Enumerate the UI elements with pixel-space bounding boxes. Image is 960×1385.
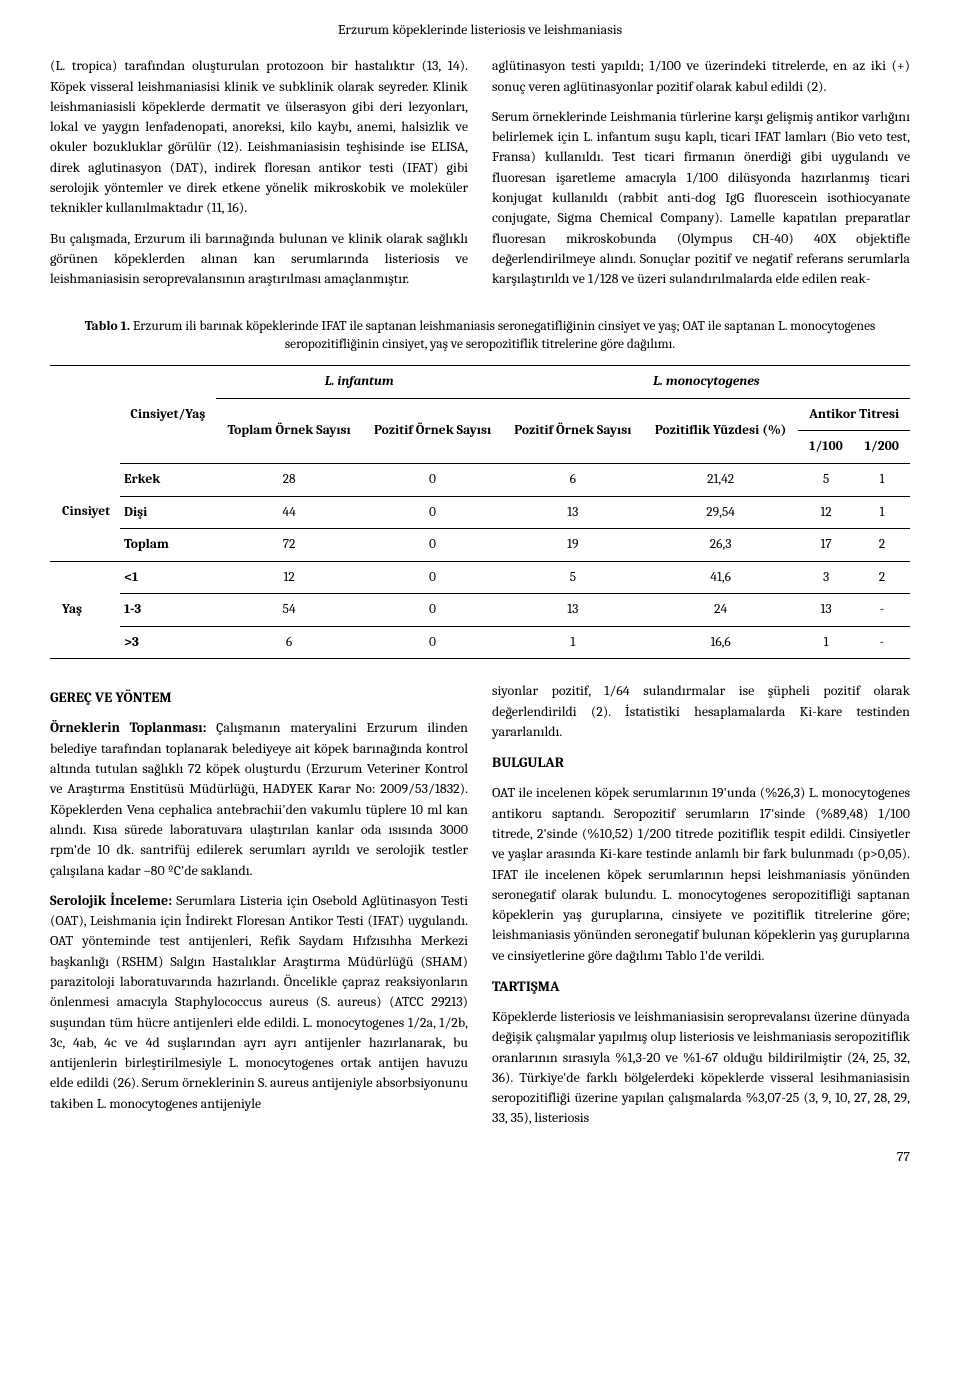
- th-pozitif-l: Pozitif Örnek Sayısı: [362, 398, 502, 463]
- table-cell: 28: [216, 464, 363, 497]
- table-cell: 1: [854, 496, 910, 529]
- table-cell: >3: [120, 626, 216, 659]
- table-caption: Tablo 1. Erzurum ili barınak köpeklerind…: [50, 318, 910, 356]
- table-cell: 0: [362, 464, 502, 497]
- upper-right-col: aglütinasyon testi yapıldı; 1/100 ve üze…: [492, 56, 910, 299]
- lower-left-p2: Serolojik İnceleme: Serumlara Listeria i…: [50, 891, 468, 1114]
- lower-right-p1: siyonlar pozitif, 1/64 sulandırmalar ise…: [492, 681, 910, 742]
- upper-right-p1: aglütinasyon testi yapıldı; 1/100 ve üze…: [492, 56, 910, 97]
- th-1-100: 1/100: [798, 431, 853, 464]
- upper-left-p1: (L. tropica) tarafından oluşturulan prot…: [50, 56, 468, 218]
- th-1-200: 1/200: [854, 431, 910, 464]
- table-cell: 19: [503, 529, 643, 562]
- table-cell: 13: [503, 496, 643, 529]
- table-row: Yaş<1120541,632: [50, 561, 910, 594]
- table-cell: 2: [854, 561, 910, 594]
- table-cell: <1: [120, 561, 216, 594]
- running-header: Erzurum köpeklerinde listeriosis ve leis…: [50, 20, 910, 40]
- th-toplam-ornek: Toplam Örnek Sayısı: [216, 398, 363, 463]
- upper-right-p2: Serum örneklerinde Leishmania türlerine …: [492, 107, 910, 290]
- table-cell: 21,42: [643, 464, 798, 497]
- table-row: 1-3540132413-: [50, 594, 910, 627]
- table-row: Toplam7201926,3172: [50, 529, 910, 562]
- table-cell: 29,54: [643, 496, 798, 529]
- lower-left-p1: Örneklerin Toplanması: Çalışmanın matery…: [50, 718, 468, 880]
- table-cell: 24: [643, 594, 798, 627]
- table-cell: 5: [798, 464, 853, 497]
- lower-right-p2: OAT ile incelenen köpek serumlarının 19'…: [492, 783, 910, 966]
- th-pozitiflik-yuzdesi: Pozitiflik Yüzdesi (%): [643, 398, 798, 463]
- lower-columns: GEREÇ VE YÖNTEM Örneklerin Toplanması: Ç…: [50, 681, 910, 1138]
- lower-left-p1-text: Çalışmanın materyalini Erzurum ilinden b…: [50, 719, 468, 878]
- table-cell: 12: [798, 496, 853, 529]
- th-l-infantum: L. infantum: [216, 366, 503, 399]
- table-cell: 54: [216, 594, 363, 627]
- section-bulgular: BULGULAR: [492, 752, 910, 773]
- table-cell: 17: [798, 529, 853, 562]
- table-cell: 26,3: [643, 529, 798, 562]
- th-cinsiyet-yas: Cinsiyet/Yaş: [120, 366, 216, 464]
- table-cell: 6: [216, 626, 363, 659]
- lower-right-col: siyonlar pozitif, 1/64 sulandırmalar ise…: [492, 681, 910, 1138]
- page-number: 77: [50, 1147, 910, 1167]
- label-serolojik-inceleme: Serolojik İnceleme:: [50, 892, 176, 909]
- upper-columns: (L. tropica) tarafından oluşturulan prot…: [50, 56, 910, 299]
- table-cell: Dişi: [120, 496, 216, 529]
- table-cell: 0: [362, 626, 502, 659]
- table-cell: -: [854, 594, 910, 627]
- table-cell: 5: [503, 561, 643, 594]
- section-gerec-yontem: GEREÇ VE YÖNTEM: [50, 687, 468, 708]
- th-l-monocytogenes: L. monocytogenes: [503, 366, 910, 399]
- table-cell: 44: [216, 496, 363, 529]
- table-cell: 13: [503, 594, 643, 627]
- table-cell: 1: [503, 626, 643, 659]
- th-pozitif-r: Pozitif Örnek Sayısı: [503, 398, 643, 463]
- table-row: >360116,61-: [50, 626, 910, 659]
- upper-left-p2: Bu çalışmada, Erzurum ili barınağında bu…: [50, 229, 468, 290]
- table-cell: 72: [216, 529, 363, 562]
- data-table: Cinsiyet/Yaş L. infantum L. monocytogene…: [50, 365, 910, 659]
- table-cell: 1: [798, 626, 853, 659]
- table-cell: 3: [798, 561, 853, 594]
- table-cell: 0: [362, 561, 502, 594]
- table-cell: 16,6: [643, 626, 798, 659]
- lower-right-p3: Köpeklerde listeriosis ve leishmaniasisi…: [492, 1007, 910, 1129]
- lower-left-p2-text: Serumlara Listeria için Osebold Aglütina…: [50, 892, 468, 1112]
- table-cell: 1-3: [120, 594, 216, 627]
- row-group-label: Cinsiyet: [50, 464, 120, 562]
- table-cell: 1: [854, 464, 910, 497]
- lower-left-col: GEREÇ VE YÖNTEM Örneklerin Toplanması: Ç…: [50, 681, 468, 1138]
- table-cell: 41,6: [643, 561, 798, 594]
- row-group-label: Yaş: [50, 561, 120, 659]
- label-orneklerin-toplanmasi: Örneklerin Toplanması:: [50, 719, 216, 736]
- table-cell: 12: [216, 561, 363, 594]
- table-head: Cinsiyet/Yaş L. infantum L. monocytogene…: [50, 366, 910, 464]
- table-body: CinsiyetErkek280621,4251Dişi4401329,5412…: [50, 464, 910, 659]
- table-row: CinsiyetErkek280621,4251: [50, 464, 910, 497]
- table-cell: 0: [362, 529, 502, 562]
- table-cell: 13: [798, 594, 853, 627]
- table-label: Tablo 1.: [85, 319, 130, 334]
- table-cell: Toplam: [120, 529, 216, 562]
- table-row: Dişi4401329,54121: [50, 496, 910, 529]
- section-tartisma: TARTIŞMA: [492, 976, 910, 997]
- table-cell: 0: [362, 496, 502, 529]
- table-caption-text: Erzurum ili barınak köpeklerinde IFAT il…: [130, 319, 875, 353]
- table-cell: 6: [503, 464, 643, 497]
- table-cell: Erkek: [120, 464, 216, 497]
- table-cell: 2: [854, 529, 910, 562]
- table-cell: -: [854, 626, 910, 659]
- upper-left-col: (L. tropica) tarafından oluşturulan prot…: [50, 56, 468, 299]
- table-cell: 0: [362, 594, 502, 627]
- th-antikor-titresi: Antikor Titresi: [798, 398, 910, 431]
